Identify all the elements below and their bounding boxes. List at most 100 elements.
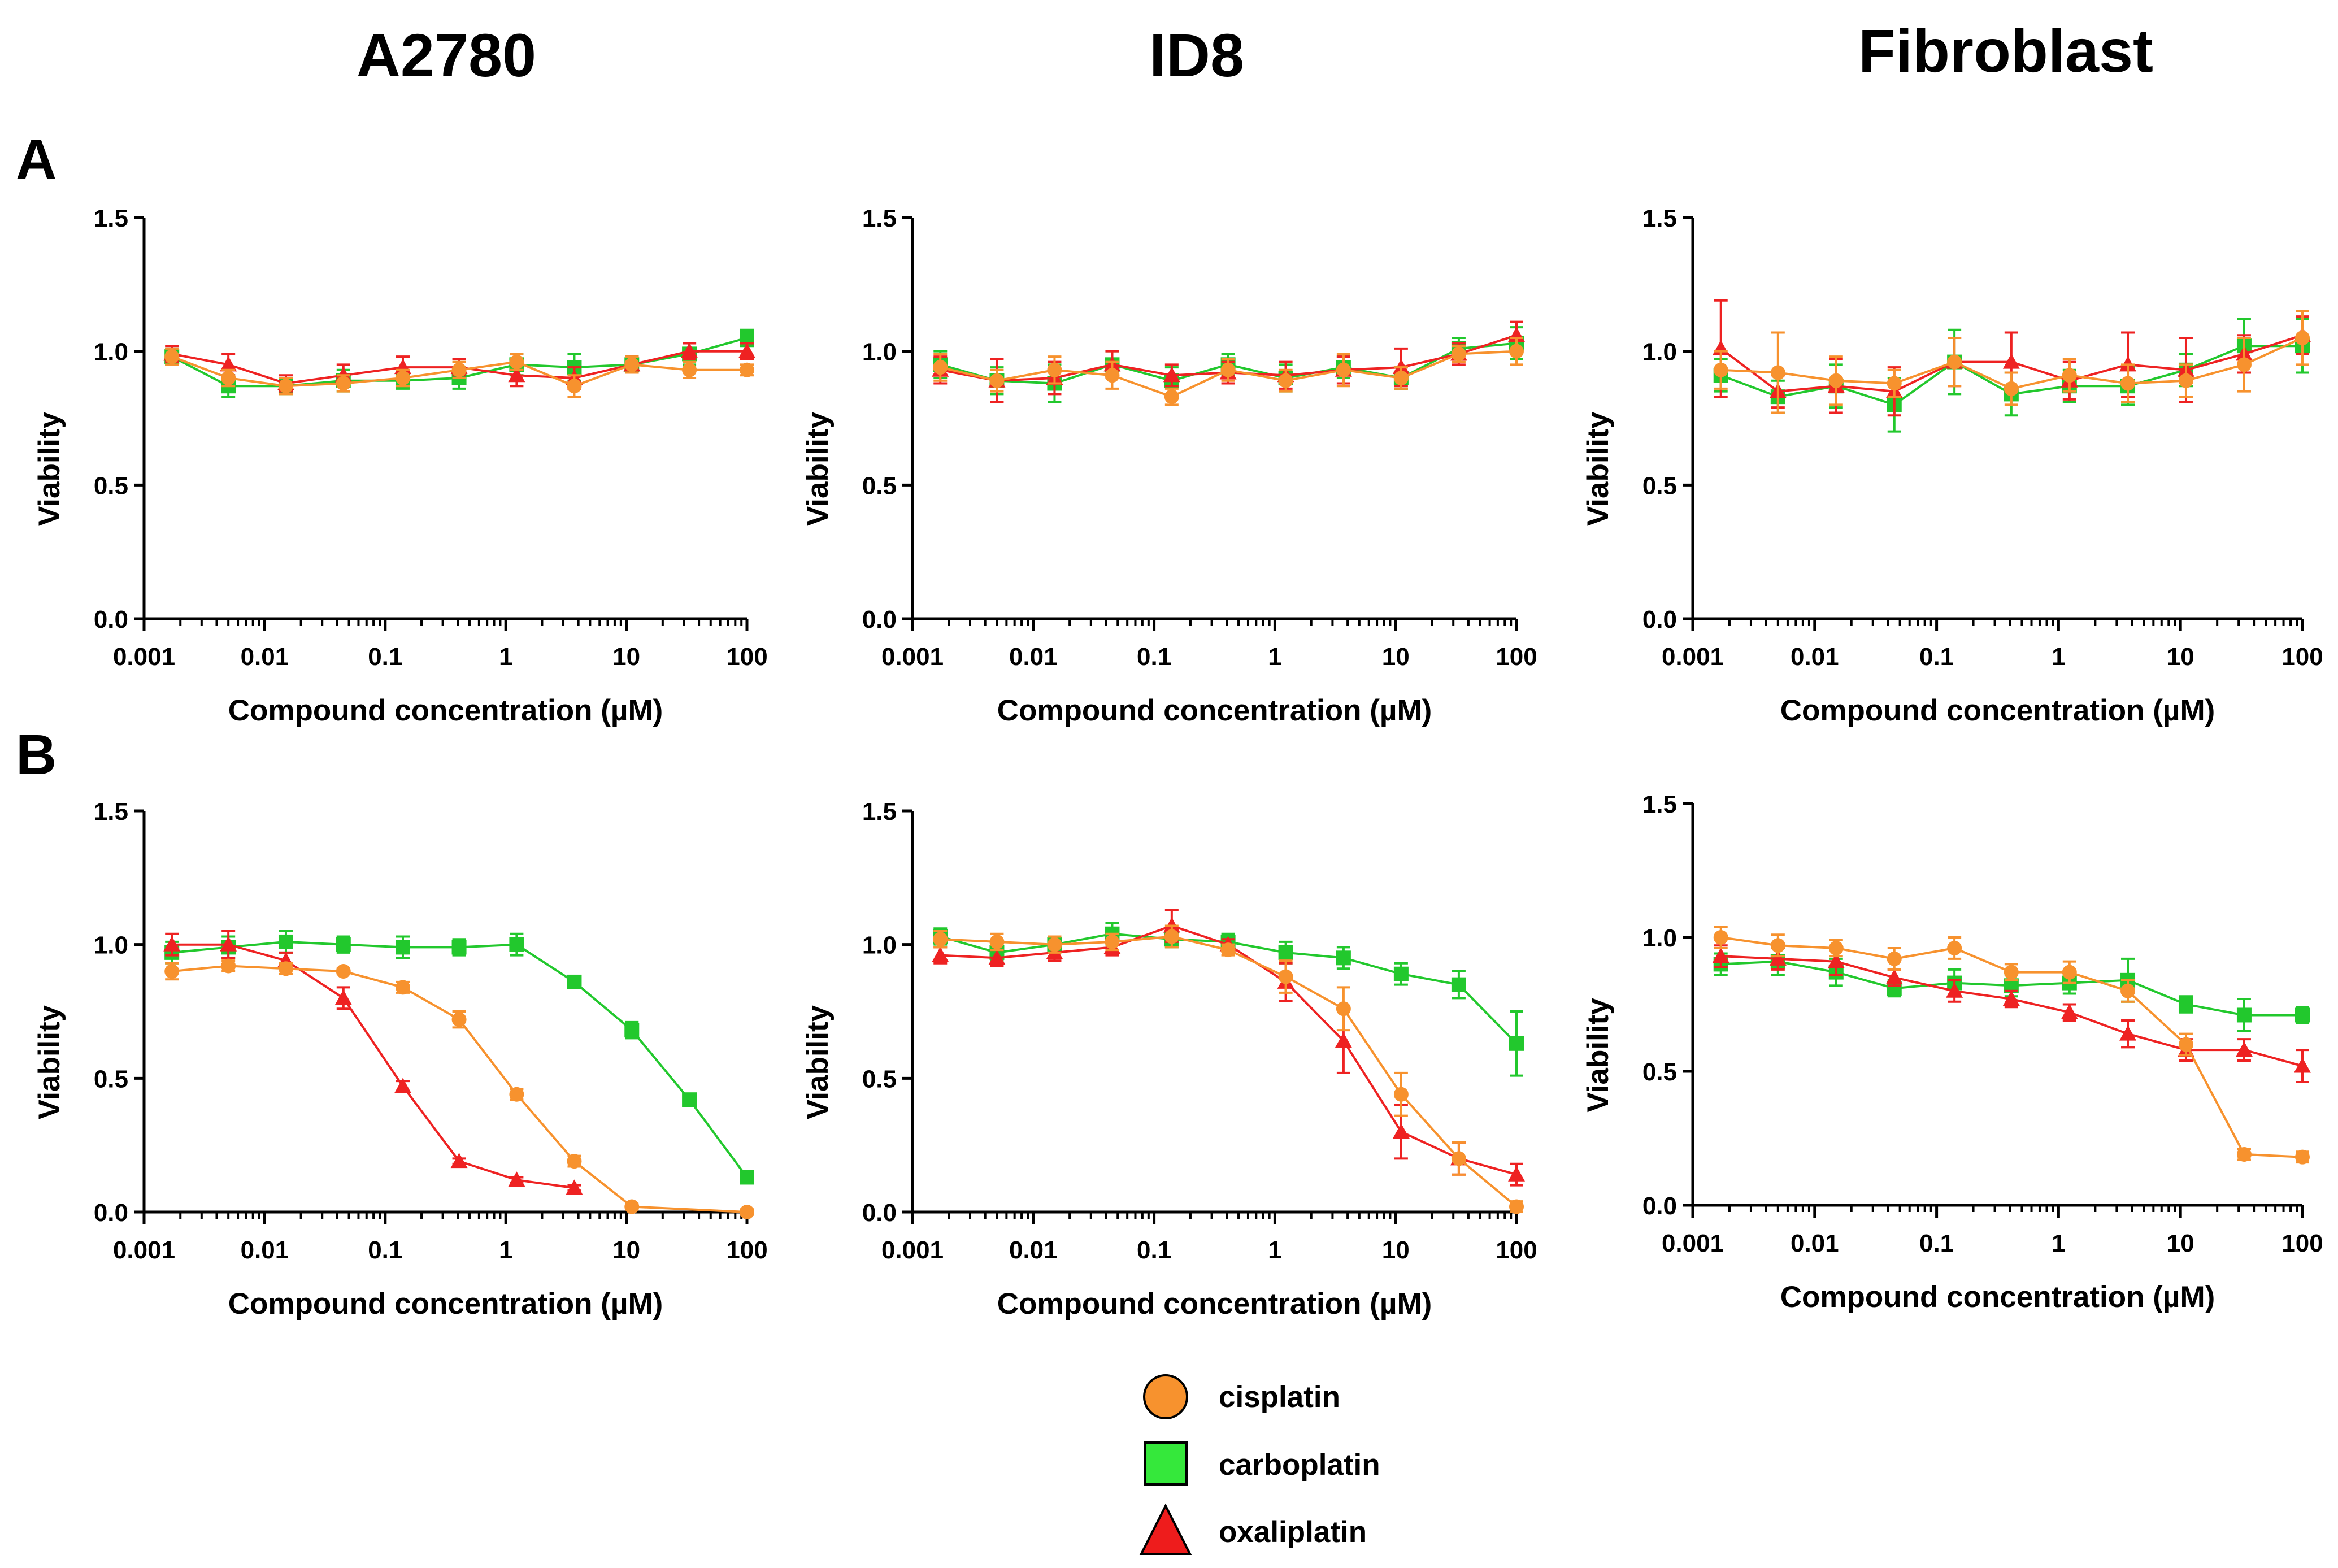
b-id8-series-cisplatin xyxy=(933,924,1524,1214)
a-id8-point-cisplatin xyxy=(1047,362,1062,377)
b-id8-point-oxaliplatin xyxy=(1335,1032,1352,1048)
b-id8-point-carboplatin xyxy=(1509,1036,1524,1051)
b-id8-line-oxaliplatin xyxy=(940,924,1517,1176)
a-id8-point-cisplatin xyxy=(1451,346,1466,362)
b-id8-x-tick-label: 1 xyxy=(1268,1236,1281,1264)
a-a2780-y-tick-label: 1.0 xyxy=(94,338,128,366)
a-fibroblast-point-cisplatin xyxy=(1947,354,1962,370)
b-fibroblast-point-cisplatin xyxy=(1713,930,1728,945)
b-a2780-point-oxaliplatin xyxy=(394,1078,411,1093)
b-id8-point-cisplatin xyxy=(1336,1001,1351,1017)
legend-marker-cisplatin xyxy=(1143,1374,1188,1419)
b-fibroblast-point-oxaliplatin xyxy=(2235,1041,2253,1057)
a-fibroblast-point-cisplatin xyxy=(1713,362,1728,377)
b-a2780-x-tick-label: 0.1 xyxy=(368,1236,402,1264)
a-fibroblast-x-tick-label: 0.001 xyxy=(1662,643,1724,671)
b-id8-point-cisplatin xyxy=(933,932,948,947)
a-fibroblast-point-cisplatin xyxy=(2178,373,2193,388)
b-id8-y-tick-label: 1.5 xyxy=(862,798,897,826)
a-id8-x-axis-label: Compound concentration (µM) xyxy=(997,694,1432,727)
legend: cisplatin carboplatin oxaliplatin xyxy=(1139,1374,1380,1555)
a-a2780-point-oxaliplatin xyxy=(681,342,698,358)
a-a2780-point-cisplatin xyxy=(567,379,582,394)
chart-panel-a-fibroblast: 0.0 0.5 1.0 1.5 0.001 0.01 0.1 1 10 100 Compound c… xyxy=(1581,205,2323,727)
b-id8-point-cisplatin xyxy=(1509,1199,1524,1214)
b-fibroblast-x-tick-label: 100 xyxy=(2281,1230,2323,1257)
b-a2780-point-carboplatin xyxy=(567,974,582,989)
b-a2780-point-oxaliplatin xyxy=(220,936,237,952)
a-a2780-point-cisplatin xyxy=(395,371,410,385)
b-fibroblast-x-tick-label: 10 xyxy=(2167,1230,2194,1257)
a-a2780-series-cisplatin xyxy=(164,347,754,398)
b-a2780-point-carboplatin xyxy=(395,940,410,955)
a-fibroblast-y-tick-label: 1.0 xyxy=(1642,338,1677,366)
b-a2780-y-axis-label: Viability xyxy=(33,1005,66,1119)
b-a2780-point-carboplatin xyxy=(336,937,351,952)
b-fibroblast-x-tick-label: 0.1 xyxy=(1919,1230,1954,1257)
b-fibroblast-x-axis-label: Compound concentration (µM) xyxy=(1780,1280,2215,1314)
b-a2780-point-cisplatin xyxy=(164,964,180,979)
b-fibroblast-point-cisplatin xyxy=(2178,1037,2193,1052)
a-a2780-x-tick-label: 0.01 xyxy=(241,643,289,671)
b-id8-y-axis-label: Viability xyxy=(801,1005,835,1119)
a-a2780-y-tick-label: 0.5 xyxy=(94,472,128,499)
legend-marker-oxaliplatin xyxy=(1139,1503,1192,1555)
b-fibroblast-point-cisplatin xyxy=(1770,938,1785,953)
b-id8-point-cisplatin xyxy=(1220,942,1236,958)
a-id8-y-tick-label: 0.0 xyxy=(862,606,897,633)
column-title-fibroblast: Fibroblast xyxy=(1858,16,2153,85)
b-fibroblast-point-carboplatin xyxy=(2178,997,2193,1012)
a-a2780-point-oxaliplatin xyxy=(220,356,237,372)
a-fibroblast-x-tick-label: 100 xyxy=(2281,643,2323,671)
b-a2780-point-carboplatin xyxy=(509,937,524,952)
b-id8-point-oxaliplatin xyxy=(932,946,949,962)
b-a2780-point-oxaliplatin xyxy=(508,1171,525,1187)
b-fibroblast-y-tick-label: 0.0 xyxy=(1642,1192,1677,1220)
b-fibroblast-point-oxaliplatin xyxy=(1769,950,1787,966)
b-id8-point-carboplatin xyxy=(1336,950,1351,966)
a-fibroblast-point-cisplatin xyxy=(1828,373,1844,388)
b-a2780-y-tick-label: 0.5 xyxy=(94,1065,128,1093)
b-fibroblast-y-tick-label: 1.5 xyxy=(1642,790,1677,818)
b-a2780-point-cisplatin xyxy=(509,1087,524,1102)
b-a2780-series-carboplatin xyxy=(164,930,754,1185)
a-id8-point-cisplatin xyxy=(1509,344,1524,359)
a-a2780-point-cisplatin xyxy=(278,379,293,394)
b-id8-point-carboplatin xyxy=(1393,966,1409,981)
a-fibroblast-y-axis-label: Viability xyxy=(1581,411,1615,526)
b-fibroblast-point-oxaliplatin xyxy=(2002,991,2020,1006)
b-a2780-point-cisplatin xyxy=(336,964,351,979)
a-fibroblast-y-tick-label: 1.5 xyxy=(1642,205,1677,232)
b-fibroblast-series-cisplatin xyxy=(1713,926,2310,1165)
b-a2780-y-tick-label: 1.0 xyxy=(94,932,128,959)
chart-panel-b-id8: 0.0 0.5 1.0 1.5 0.001 0.01 0.1 1 10 100 Compound c… xyxy=(801,798,1537,1321)
b-fibroblast-x-tick-label: 1 xyxy=(2052,1230,2065,1257)
a-fibroblast-point-cisplatin xyxy=(2295,331,2310,345)
a-id8-y-tick-label: 1.0 xyxy=(862,338,897,366)
b-id8-x-tick-label: 0.001 xyxy=(881,1236,944,1264)
b-a2780-point-carboplatin xyxy=(278,934,293,949)
b-a2780-y-tick-label: 0.0 xyxy=(94,1199,128,1227)
a-fibroblast-point-oxaliplatin xyxy=(2002,353,2020,369)
b-fibroblast-point-oxaliplatin xyxy=(1946,982,1963,998)
b-fibroblast-y-tick-label: 0.5 xyxy=(1642,1058,1677,1086)
b-fibroblast-point-oxaliplatin xyxy=(1712,948,1729,963)
b-a2780-point-oxaliplatin xyxy=(163,936,181,952)
b-a2780-x-tick-label: 0.001 xyxy=(113,1236,175,1264)
b-fibroblast-point-cisplatin xyxy=(2062,965,2077,980)
a-id8-point-cisplatin xyxy=(1393,371,1409,385)
a-a2780-point-cisplatin xyxy=(451,362,467,377)
a-fibroblast-point-cisplatin xyxy=(2004,381,2019,396)
a-a2780-point-cisplatin xyxy=(624,357,640,372)
a-a2780-point-oxaliplatin xyxy=(508,367,525,383)
b-id8-point-oxaliplatin xyxy=(1392,1123,1410,1139)
a-a2780-y-axis-label: Viability xyxy=(33,411,66,526)
a-id8-y-tick-label: 0.5 xyxy=(862,472,897,499)
a-id8-point-oxaliplatin xyxy=(1163,367,1180,383)
b-a2780-line-cisplatin xyxy=(172,965,748,1213)
a-id8-point-cisplatin xyxy=(1278,373,1293,388)
chart-panel-a-a2780: 0.0 0.5 1.0 1.5 0.001 0.01 0.1 1 10 100 Compound c… xyxy=(33,205,768,727)
b-id8-x-tick-label: 10 xyxy=(1382,1236,1410,1264)
b-fibroblast-point-cisplatin xyxy=(2120,983,2136,998)
b-id8-point-oxaliplatin xyxy=(988,949,1006,965)
